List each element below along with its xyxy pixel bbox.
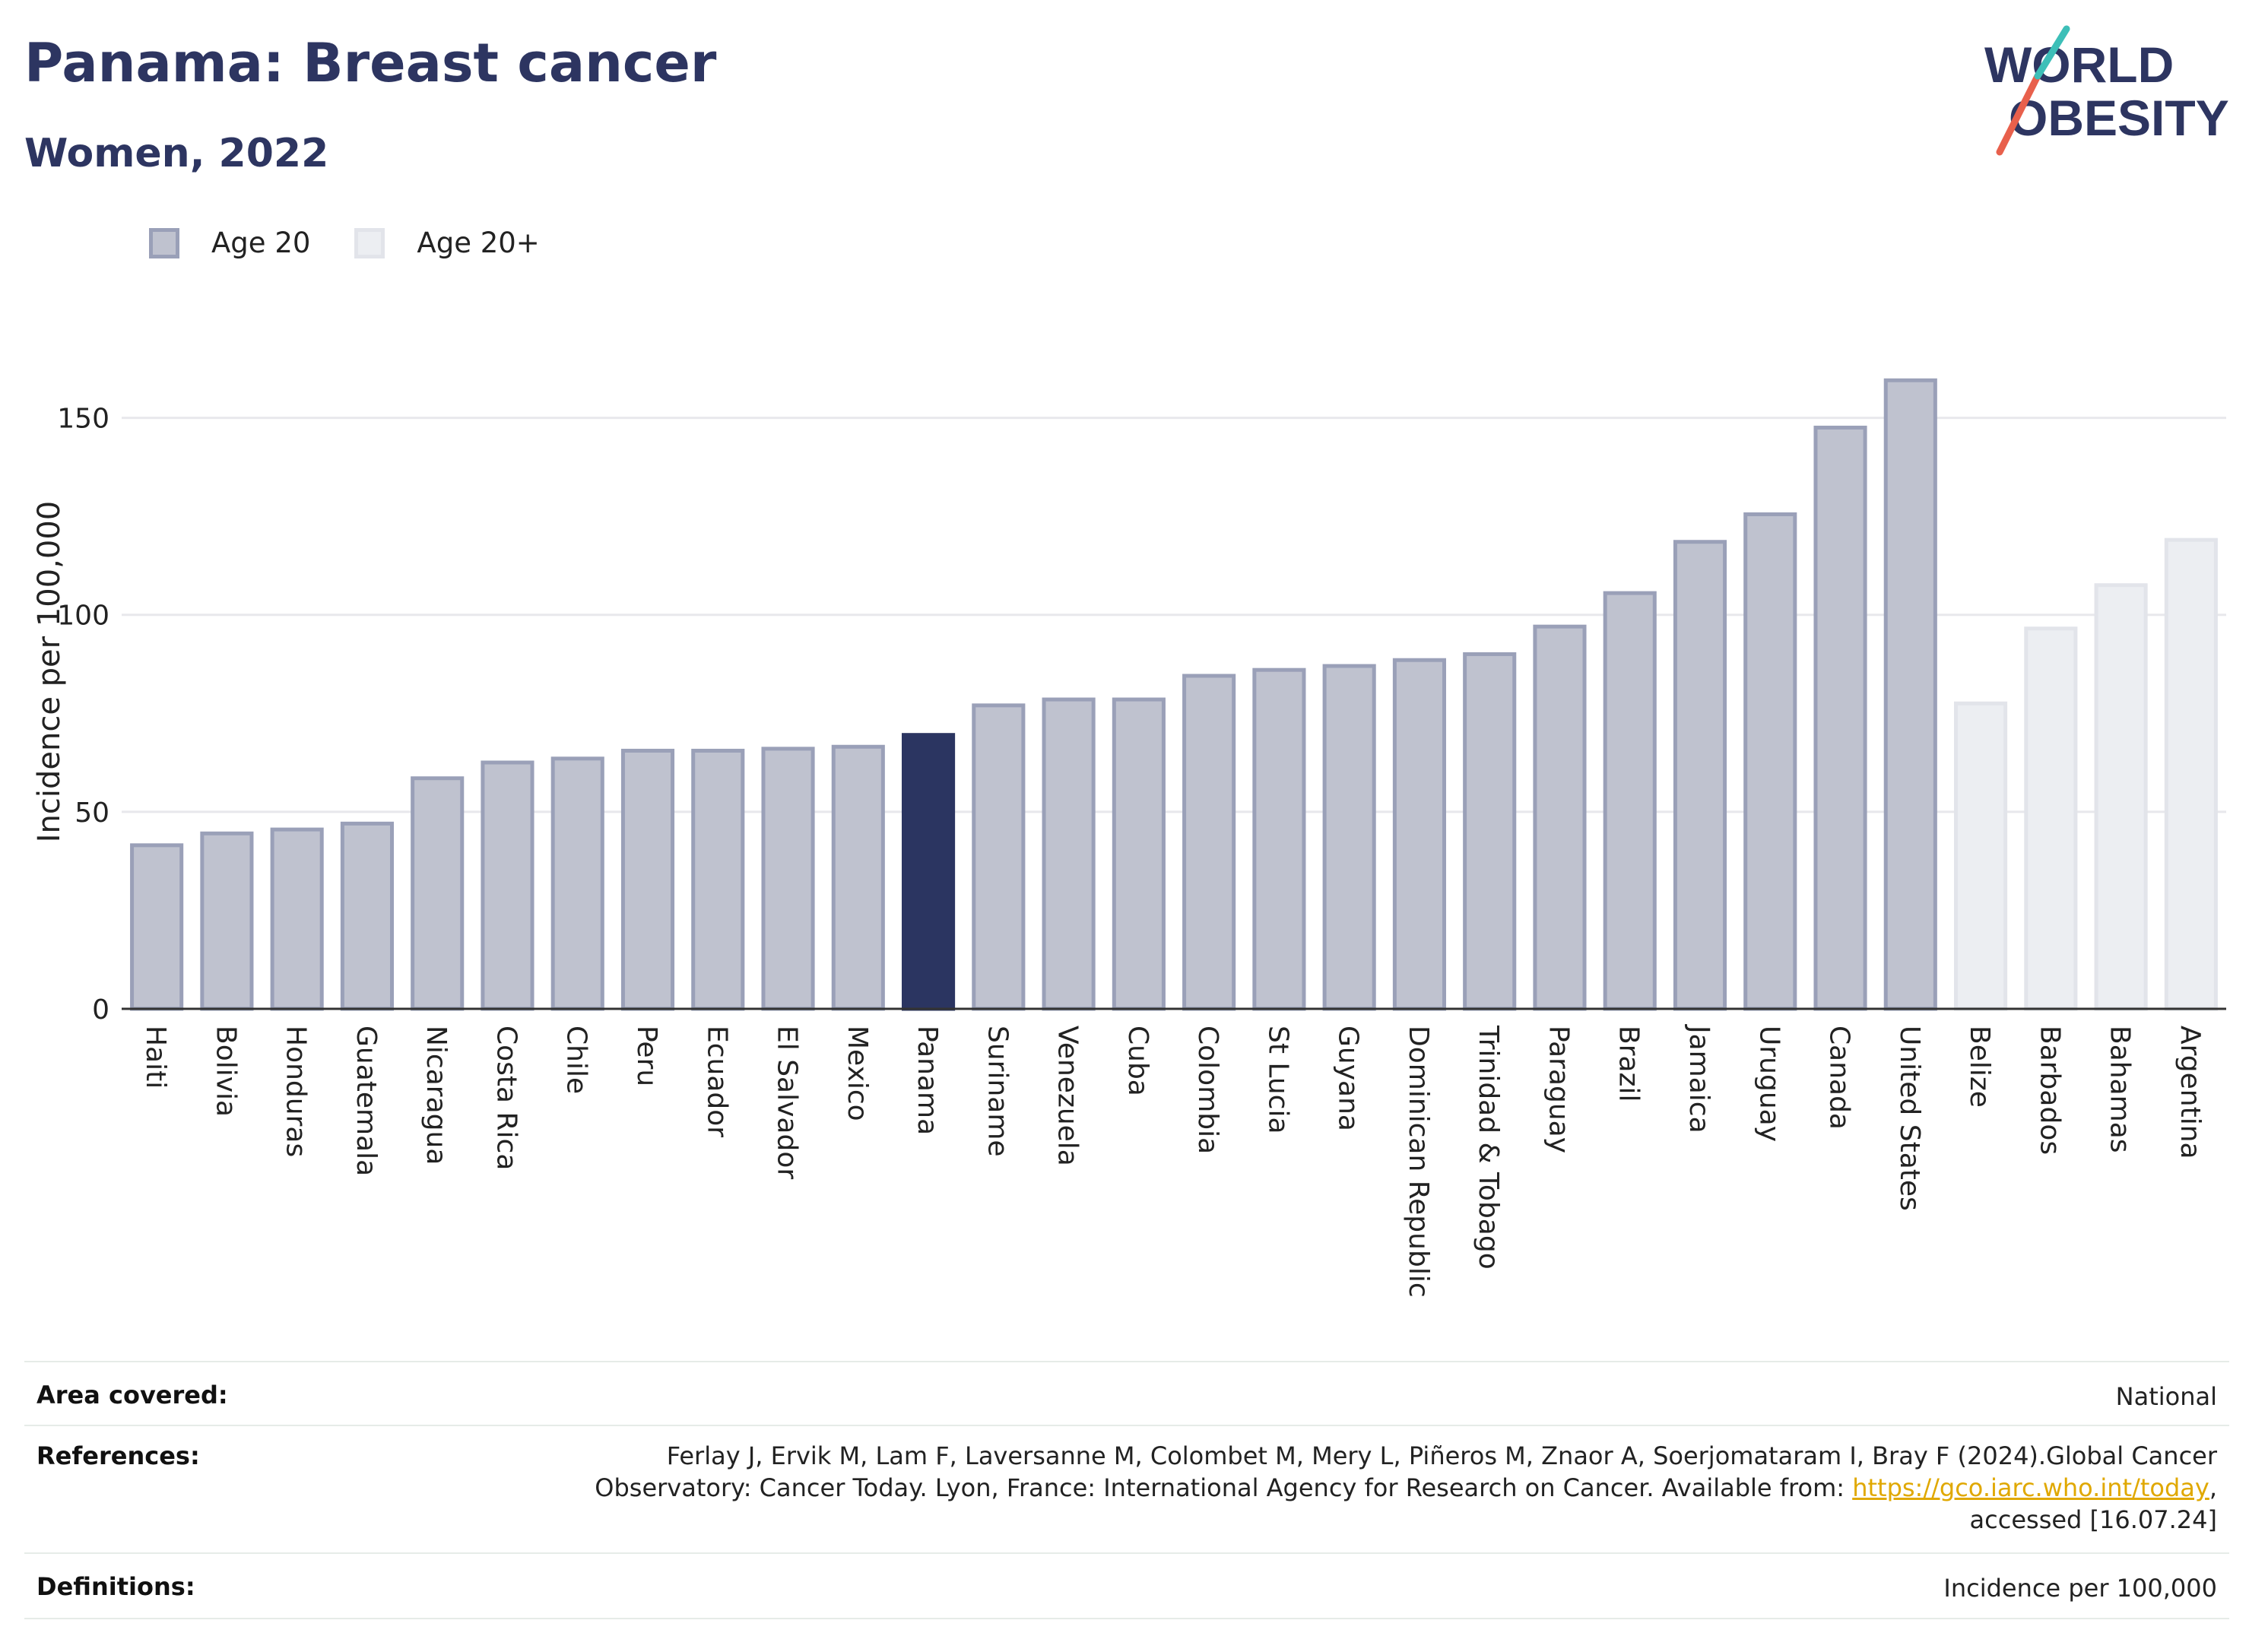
bar-venezuela[interactable]	[1042, 697, 1096, 1011]
x-tick-label: Venezuela	[1052, 1026, 1083, 1166]
x-tick-label: Paraguay	[1543, 1026, 1574, 1153]
x-tick-label: Uruguay	[1753, 1026, 1784, 1142]
x-tick-label: Brazil	[1613, 1026, 1645, 1102]
x-tick-label: St Lucia	[1262, 1026, 1293, 1134]
logo-line2: OBESITY	[2009, 90, 2229, 146]
references-line2-text: Observatory: Cancer Today. Lyon, France:…	[595, 1473, 1845, 1502]
bar-suriname[interactable]	[972, 703, 1026, 1011]
definitions-row: Definitions: Incidence per 100,000	[24, 1552, 2229, 1619]
x-tick-label: Peru	[631, 1026, 662, 1086]
y-tick-label: 150	[57, 404, 109, 435]
references-label: References:	[36, 1441, 200, 1470]
bar-haiti[interactable]	[130, 843, 184, 1011]
bar-canada[interactable]	[1813, 425, 1867, 1011]
x-tick-label: El Salvador	[772, 1026, 803, 1179]
references-value: Ferlay J, Ervik M, Lam F, Laversanne M, …	[595, 1440, 2217, 1536]
area-covered-row: Area covered: National	[24, 1361, 2229, 1426]
x-tick-label: United States	[1894, 1026, 1925, 1211]
bar-paraguay[interactable]	[1533, 624, 1587, 1011]
legend-item-age20[interactable]: Age 20	[149, 227, 310, 259]
bar-el-salvador[interactable]	[761, 747, 815, 1011]
bar-guatemala[interactable]	[340, 821, 394, 1011]
bar-chart: 0 50 100 150 Incidence per 100,000 Haiti Boliv…	[32, 378, 2226, 1298]
legend: Age 20 Age 20+	[149, 227, 584, 259]
definitions-value: Incidence per 100,000	[1943, 1574, 2217, 1603]
x-tick-label: Dominican Republic	[1403, 1026, 1434, 1298]
legend-label-age20plus: Age 20+	[417, 227, 540, 259]
chart-subtitle: Women, 2022	[24, 131, 329, 176]
bar-jamaica[interactable]	[1673, 540, 1727, 1011]
x-tick-label: Haiti	[140, 1026, 171, 1089]
bar-honduras[interactable]	[270, 827, 324, 1011]
y-tick-label: 0	[92, 994, 109, 1026]
logo-slash-teal	[2034, 25, 2070, 80]
x-tick-label: Argentina	[2174, 1026, 2206, 1159]
y-tick-label: 100	[57, 601, 109, 632]
legend-swatch-age20	[149, 227, 179, 258]
bar-cuba[interactable]	[1112, 697, 1166, 1011]
bar-bahamas[interactable]	[2094, 583, 2148, 1011]
bar-nicaragua[interactable]	[411, 776, 465, 1011]
bar-mexico[interactable]	[831, 744, 885, 1011]
bar-united-states[interactable]	[1883, 378, 1937, 1011]
definitions-label: Definitions:	[36, 1572, 195, 1601]
x-tick-label: Panama	[912, 1026, 943, 1135]
x-tick-label: Honduras	[281, 1026, 312, 1157]
references-line2: Observatory: Cancer Today. Lyon, France:…	[595, 1473, 2217, 1502]
bar-st-lucia[interactable]	[1252, 667, 1306, 1011]
x-tick-label: Costa Rica	[490, 1026, 522, 1170]
x-tick-label: Colombia	[1192, 1026, 1223, 1154]
x-tick-label: Barbados	[2034, 1026, 2065, 1155]
x-tick-label: Canada	[1824, 1026, 1855, 1130]
x-tick-label: Mexico	[842, 1026, 873, 1121]
bar-colombia[interactable]	[1182, 674, 1236, 1011]
bar-ecuador[interactable]	[691, 748, 745, 1011]
x-tick-label: Suriname	[982, 1026, 1013, 1157]
bar-dominican-republic[interactable]	[1392, 658, 1446, 1011]
logo-slash-red	[1996, 72, 2041, 156]
bar-uruguay[interactable]	[1743, 512, 1797, 1011]
x-tick-label: Bolivia	[210, 1026, 241, 1117]
x-tick-label: Guyana	[1333, 1026, 1364, 1131]
chart-title: Panama: Breast cancer	[24, 32, 717, 94]
world-obesity-logo: WORLD OBESITY	[1984, 25, 2229, 156]
x-tick-label: Nicaragua	[420, 1026, 452, 1165]
y-tick-label: 50	[75, 797, 109, 829]
bar-belize[interactable]	[1954, 701, 2008, 1011]
y-axis-label: Incidence per 100,000	[32, 501, 67, 843]
logo-line1: WORLD	[1984, 36, 2174, 93]
bar-barbados[interactable]	[2024, 626, 2078, 1011]
x-tick-label: Ecuador	[701, 1026, 732, 1137]
x-tick-label: Trinidad & Tobago	[1473, 1025, 1504, 1270]
x-tick-label: Chile	[561, 1026, 592, 1094]
references-line1: Ferlay J, Ervik M, Lam F, Laversanne M, …	[666, 1441, 2217, 1470]
bar-argentina[interactable]	[2164, 537, 2218, 1011]
bar-guyana[interactable]	[1322, 664, 1376, 1011]
legend-item-age20plus[interactable]: Age 20+	[354, 227, 540, 259]
x-tick-label: Belize	[1964, 1026, 1995, 1108]
x-tick-label: Bahamas	[2105, 1026, 2136, 1153]
references-row: References: Ferlay J, Ervik M, Lam F, La…	[24, 1425, 2229, 1554]
bar-bolivia[interactable]	[200, 831, 254, 1011]
x-tick-label: Jamaica	[1683, 1024, 1715, 1134]
area-covered-label: Area covered:	[36, 1381, 228, 1409]
references-line3: accessed [16.07.24]	[1969, 1505, 2217, 1534]
bar-trinidad-tobago[interactable]	[1463, 652, 1517, 1011]
references-link[interactable]: https://gco.iarc.who.int/today	[1852, 1473, 2209, 1502]
bar-panama[interactable]	[902, 733, 956, 1011]
bar-brazil[interactable]	[1603, 591, 1657, 1011]
x-tick-label: Guatemala	[351, 1026, 382, 1176]
area-covered-value: National	[2115, 1382, 2217, 1411]
bar-costa-rica[interactable]	[481, 760, 534, 1011]
bar-peru[interactable]	[620, 748, 675, 1011]
legend-swatch-age20plus	[354, 227, 385, 258]
bar-chile[interactable]	[550, 756, 604, 1011]
legend-label-age20: Age 20	[211, 227, 311, 259]
x-tick-label: Cuba	[1122, 1026, 1153, 1096]
